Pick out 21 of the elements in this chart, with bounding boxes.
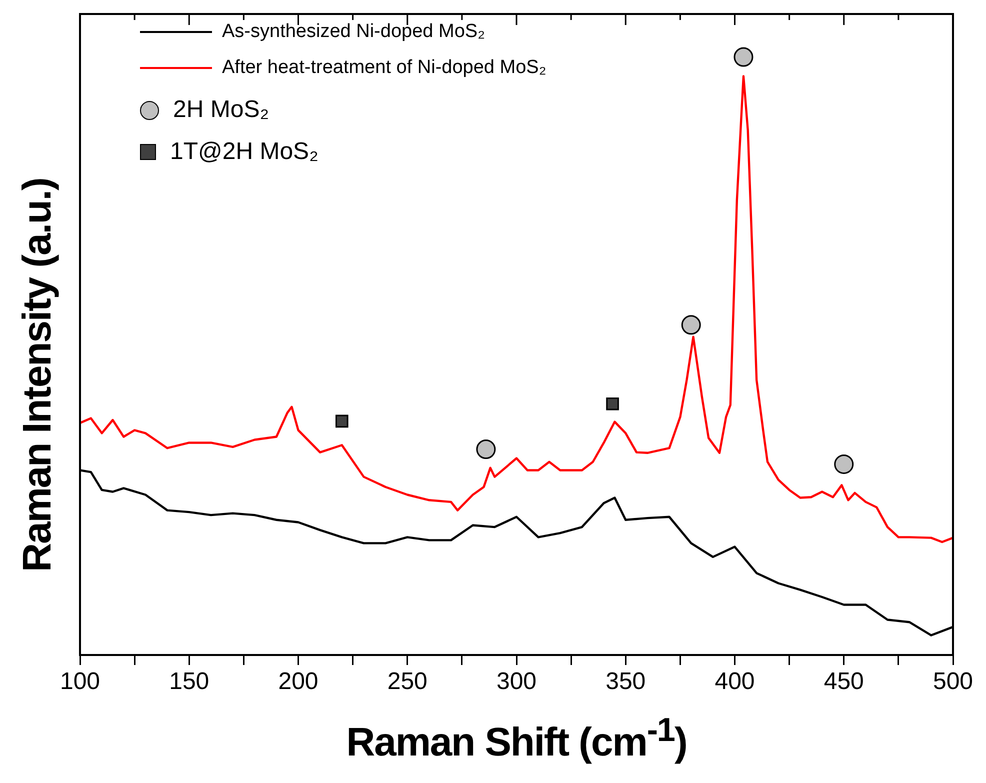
x-tick-label: 250 xyxy=(387,668,428,696)
x-tick-label: 150 xyxy=(169,668,210,696)
point xyxy=(834,454,854,474)
x-axis-title: Raman Shift (cm$^{-1}$) xyxy=(346,712,687,766)
x-tick-label: 500 xyxy=(932,668,974,696)
point xyxy=(681,315,701,335)
point xyxy=(335,414,348,428)
legend-label: As-synthesized Ni-doped MoS₂ xyxy=(222,21,485,43)
x-tick-label: 200 xyxy=(278,668,318,696)
x-tick-label: 400 xyxy=(714,668,755,696)
legend-label: 2H MoS₂ xyxy=(173,96,270,124)
legend-label: 1T@2H MoS₂ xyxy=(170,138,318,166)
x-tick-label: 100 xyxy=(60,668,100,696)
x-tick-label: 350 xyxy=(606,668,646,696)
legend-label: After heat-treatment of Ni-doped MoS₂ xyxy=(222,57,546,79)
point xyxy=(734,47,754,67)
point xyxy=(606,397,619,410)
x-tick-label: 300 xyxy=(496,668,537,696)
y-axis-title: Raman Intensity (a.u.) xyxy=(16,178,60,572)
x-tick-label: 450 xyxy=(824,668,864,696)
point xyxy=(476,440,496,460)
